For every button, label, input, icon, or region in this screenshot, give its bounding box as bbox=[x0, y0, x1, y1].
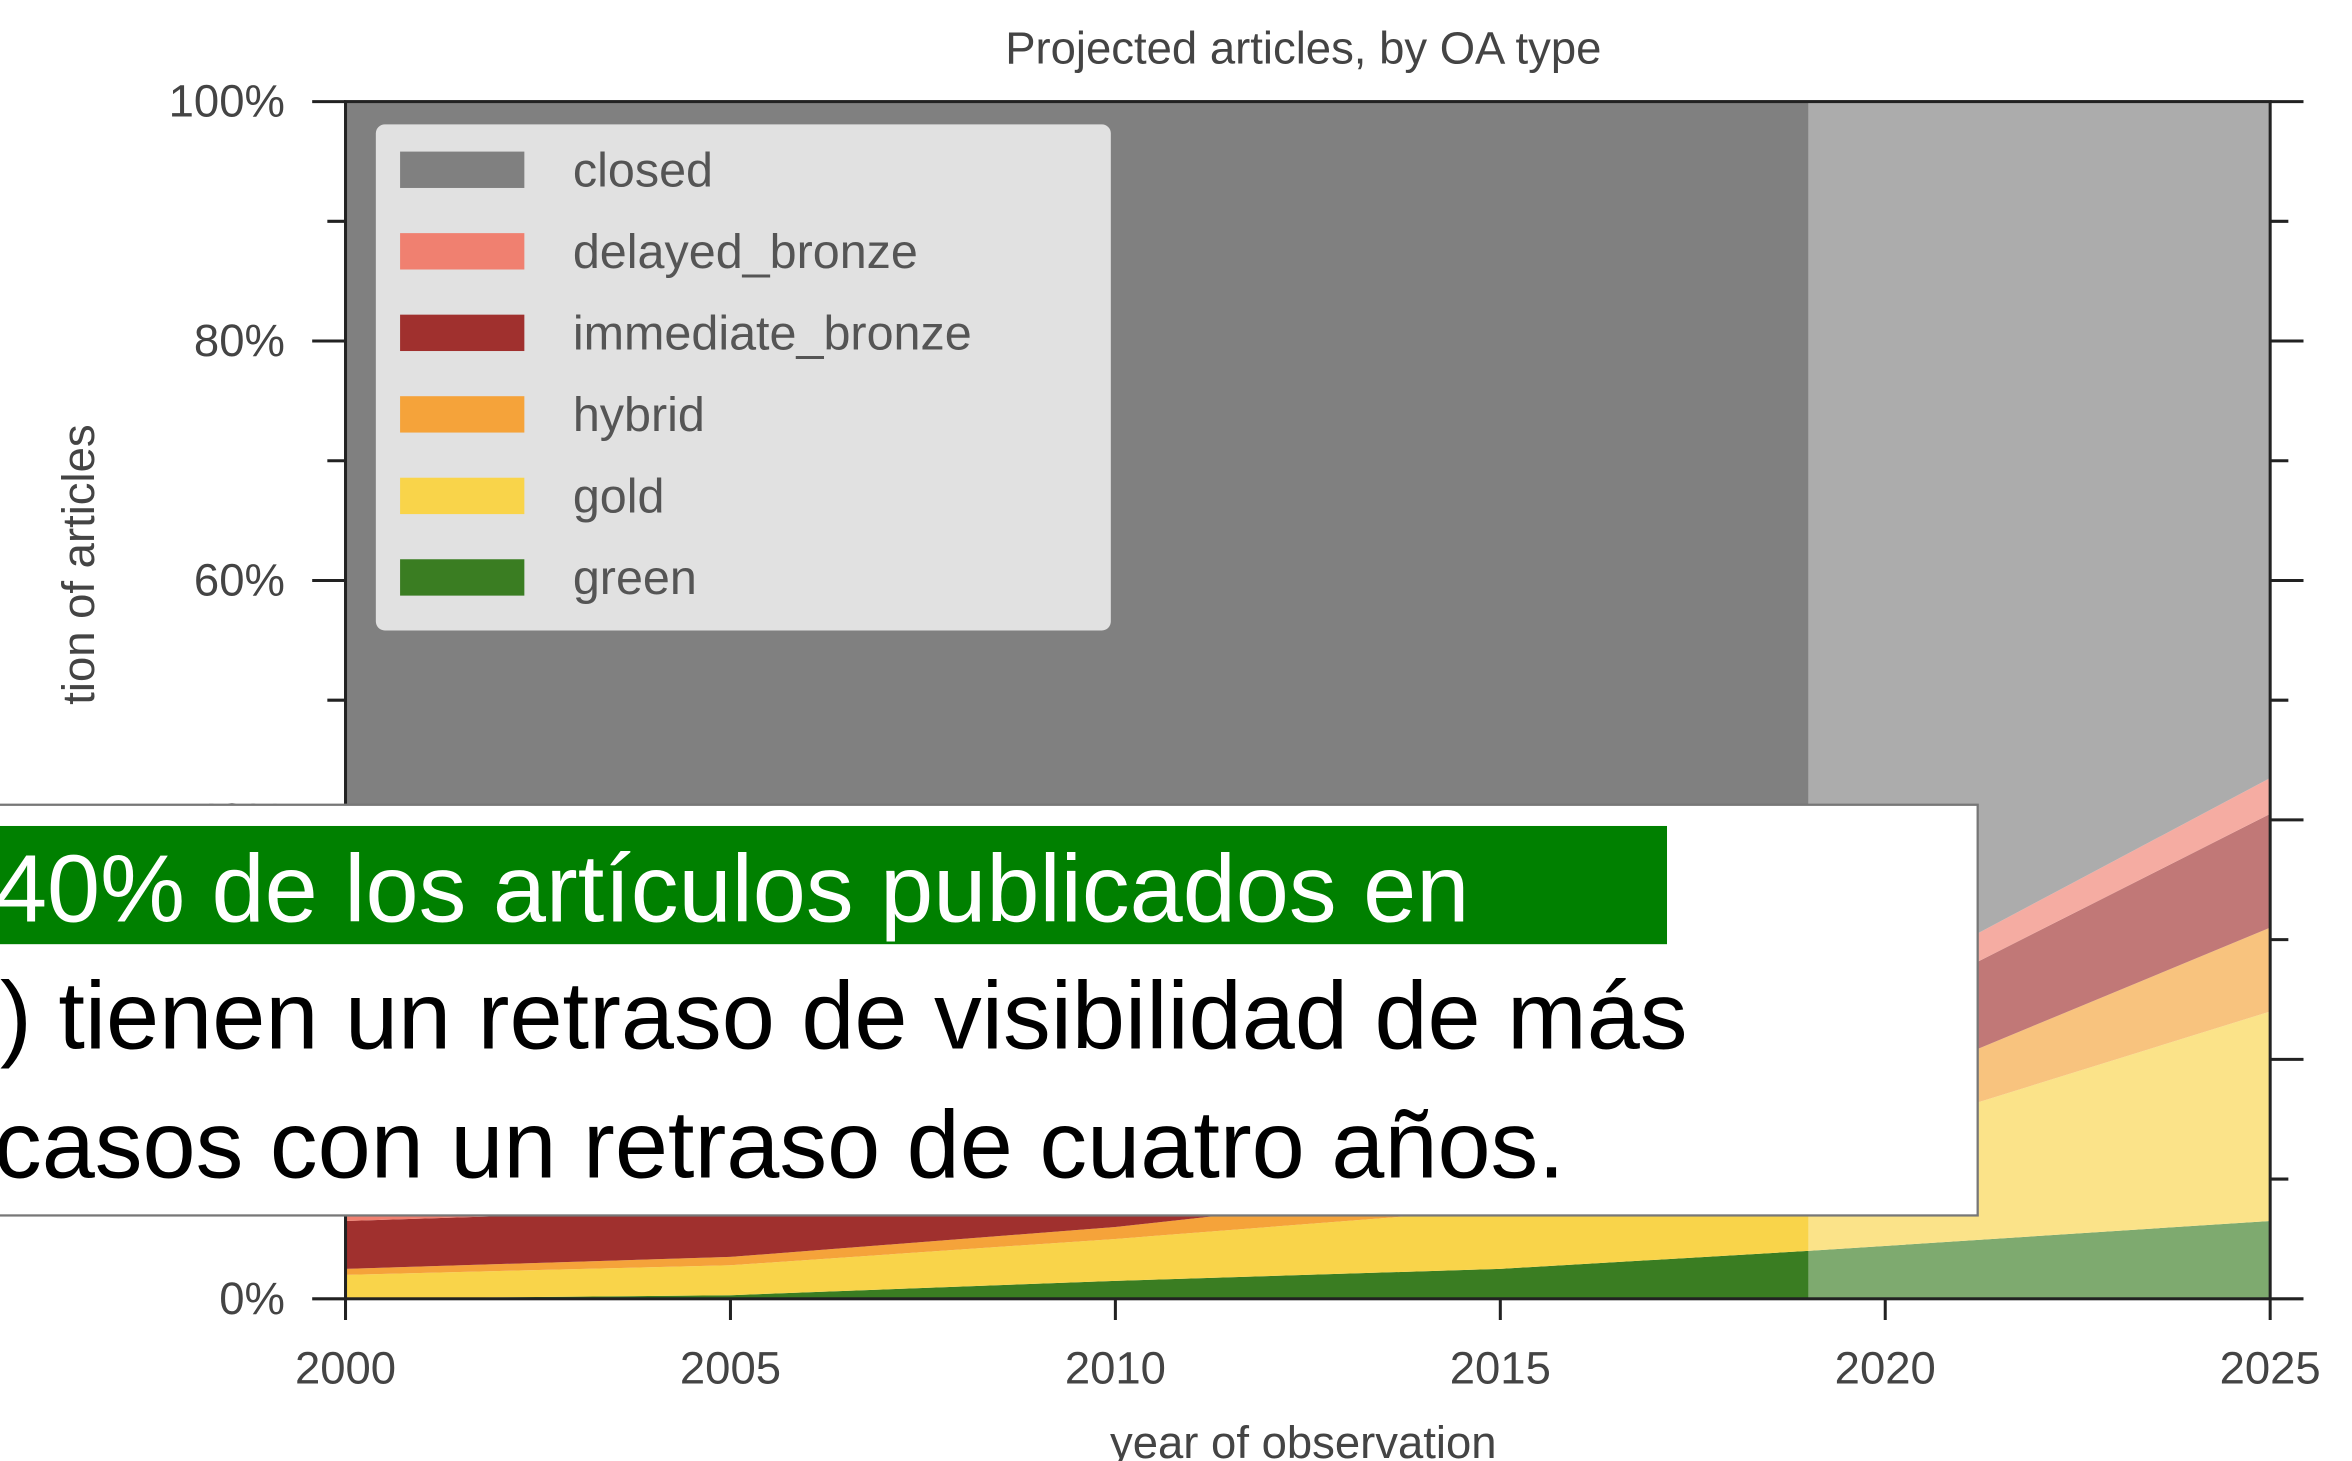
x-tick-label: 2025 bbox=[2220, 1343, 2321, 1394]
x-tick-label: 2020 bbox=[1835, 1343, 1936, 1394]
x-axis-label: year of observation bbox=[1110, 1417, 1497, 1461]
legend-swatch bbox=[400, 396, 525, 433]
overlay-line: ) tienen un retraso de visibilidad de má… bbox=[0, 964, 1688, 1070]
legend-label: closed bbox=[573, 143, 713, 197]
legend-label: delayed_bronze bbox=[573, 225, 918, 279]
x-tick-label: 2015 bbox=[1450, 1343, 1551, 1394]
legend-swatch bbox=[400, 314, 525, 352]
overlay-line: casos con un retraso de cuatro años. bbox=[0, 1093, 1565, 1199]
area bbox=[345, 1220, 2271, 1299]
legend-swatch bbox=[400, 151, 525, 188]
y-tick-label: 100% bbox=[169, 76, 285, 127]
overlay-box: 40% de los artículos publicados en ) tien… bbox=[0, 803, 1979, 1217]
y-tick-label: 60% bbox=[194, 555, 285, 606]
area bbox=[345, 1011, 2271, 1299]
legend-label: hybrid bbox=[573, 388, 705, 442]
y-tick-label: 80% bbox=[194, 315, 285, 366]
legend-box bbox=[375, 124, 1111, 631]
legend: closed delayed_bronze immediate_bronzehybr… bbox=[375, 124, 1111, 631]
legend-swatch bbox=[400, 233, 525, 270]
legend-label: immediate_bronze bbox=[573, 307, 972, 361]
chart-title: Projected articles, by OA type bbox=[1005, 23, 1601, 74]
x-tick-label: 2005 bbox=[680, 1343, 781, 1394]
legend-label: gold bbox=[573, 470, 665, 524]
x-tick-label: 2010 bbox=[1065, 1343, 1166, 1394]
y-tick-label: 0% bbox=[219, 1273, 285, 1324]
legend-label: green bbox=[573, 551, 697, 605]
y-axis-label: tion of articles bbox=[53, 424, 104, 704]
overlay-highlight bbox=[0, 825, 1668, 945]
legend-swatch bbox=[400, 559, 525, 596]
x-tick-label: 2000 bbox=[295, 1343, 396, 1394]
overlay-line: 40% de los artículos publicados en bbox=[0, 836, 1469, 942]
legend-swatch bbox=[400, 477, 525, 515]
